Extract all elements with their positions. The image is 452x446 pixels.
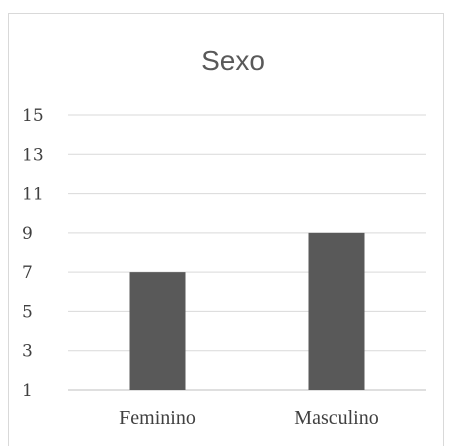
chart-frame (8, 13, 444, 446)
y-tick-label: 7 (22, 263, 33, 283)
y-tick-label: 15 (22, 106, 44, 126)
gridlines (68, 114, 426, 391)
y-tick-label: 5 (22, 302, 33, 322)
y-tick-label: 13 (22, 145, 44, 165)
bar-masculino (308, 232, 365, 390)
y-tick-label: 9 (22, 224, 33, 244)
x-tick-label: Feminino (119, 407, 196, 429)
chart-title: Sexo (201, 45, 265, 76)
y-tick-label: 1 (22, 381, 33, 401)
y-tick-label: 11 (22, 185, 44, 205)
y-tick-label: 3 (22, 342, 33, 362)
x-axis-ticks: Feminino Masculino (119, 407, 379, 429)
bar-feminino (129, 272, 186, 390)
bars (129, 232, 365, 390)
x-tick-label: Masculino (294, 407, 378, 429)
